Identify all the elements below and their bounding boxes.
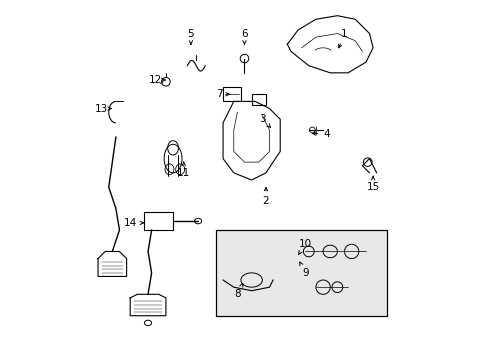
FancyBboxPatch shape [216,230,386,316]
Text: 13: 13 [95,104,111,113]
Text: 1: 1 [338,28,347,48]
Text: 4: 4 [312,129,329,139]
Text: 7: 7 [216,89,229,99]
Text: 2: 2 [262,188,269,206]
Text: 8: 8 [234,283,243,299]
Text: 12: 12 [148,75,164,85]
Text: 3: 3 [259,114,270,127]
Text: 10: 10 [298,239,311,255]
Text: 14: 14 [123,218,143,228]
Text: 11: 11 [177,162,190,178]
Text: 6: 6 [241,28,247,44]
Text: 5: 5 [187,28,194,44]
Text: 15: 15 [366,176,379,192]
Text: 9: 9 [299,262,308,278]
